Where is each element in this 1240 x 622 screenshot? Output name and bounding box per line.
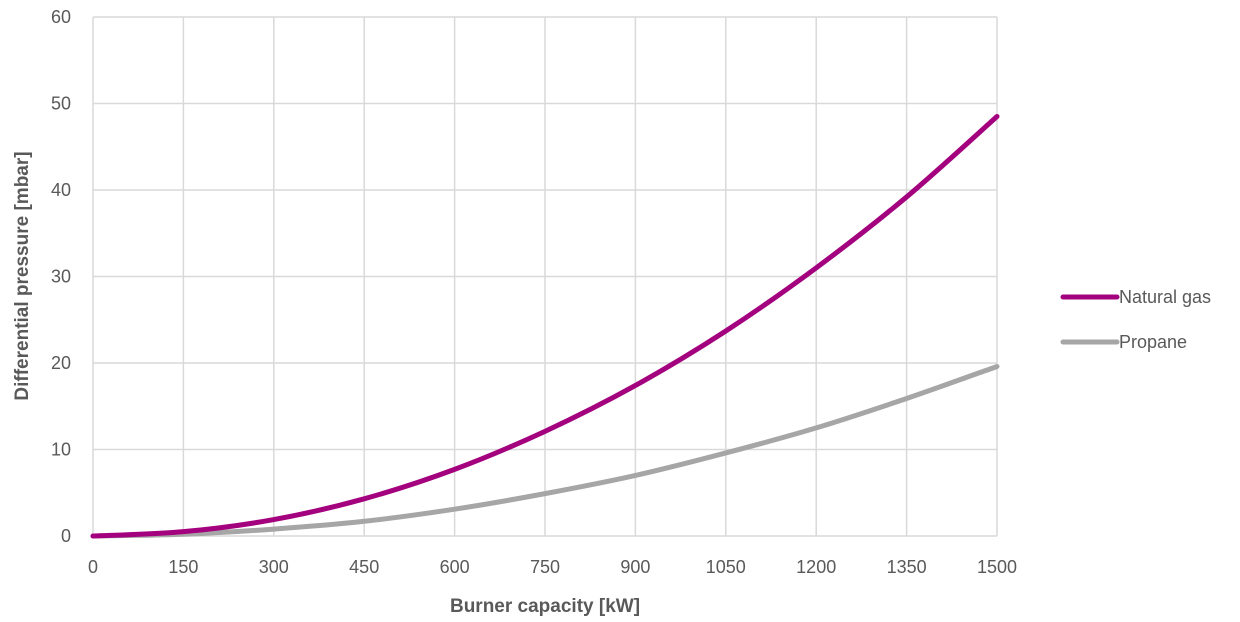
x-axis-ticks: 0 150 300 450 600 750 900 1050 1200 1350 1500	[88, 557, 1017, 577]
x-tick-label: 600	[440, 557, 470, 577]
x-tick-label: 300	[259, 557, 289, 577]
x-tick-label: 750	[530, 557, 560, 577]
x-axis-title: Burner capacity [kW]	[450, 596, 640, 617]
legend: Natural gas Propane	[1060, 287, 1211, 352]
legend-label: Propane	[1119, 332, 1187, 352]
y-tick-label: 0	[61, 526, 71, 546]
series-line-natural-gas	[90, 113, 1000, 539]
legend-item-propane: Propane	[1060, 332, 1187, 352]
y-tick-label: 30	[51, 267, 71, 287]
x-tick-label: 1050	[706, 557, 746, 577]
horizontal-gridlines	[93, 16, 997, 537]
x-tick-label: 1350	[887, 557, 927, 577]
y-tick-label: 50	[51, 94, 71, 114]
y-tick-label: 20	[51, 353, 71, 373]
series-line-propane	[90, 363, 1000, 539]
y-tick-label: 40	[51, 180, 71, 200]
x-tick-label: 1200	[796, 557, 836, 577]
y-tick-label: 10	[51, 440, 71, 460]
legend-item-natural-gas: Natural gas	[1060, 287, 1211, 307]
series-lines	[90, 113, 1000, 539]
x-tick-label: 150	[168, 557, 198, 577]
x-tick-label: 0	[88, 557, 98, 577]
legend-label: Natural gas	[1119, 287, 1211, 307]
x-tick-label: 1500	[977, 557, 1017, 577]
y-axis-title: Differential pressure [mbar]	[12, 151, 33, 400]
y-tick-label: 60	[51, 7, 71, 27]
x-tick-label: 900	[620, 557, 650, 577]
y-axis-ticks: 0 10 20 30 40 50 60	[51, 7, 71, 546]
x-tick-label: 450	[349, 557, 379, 577]
